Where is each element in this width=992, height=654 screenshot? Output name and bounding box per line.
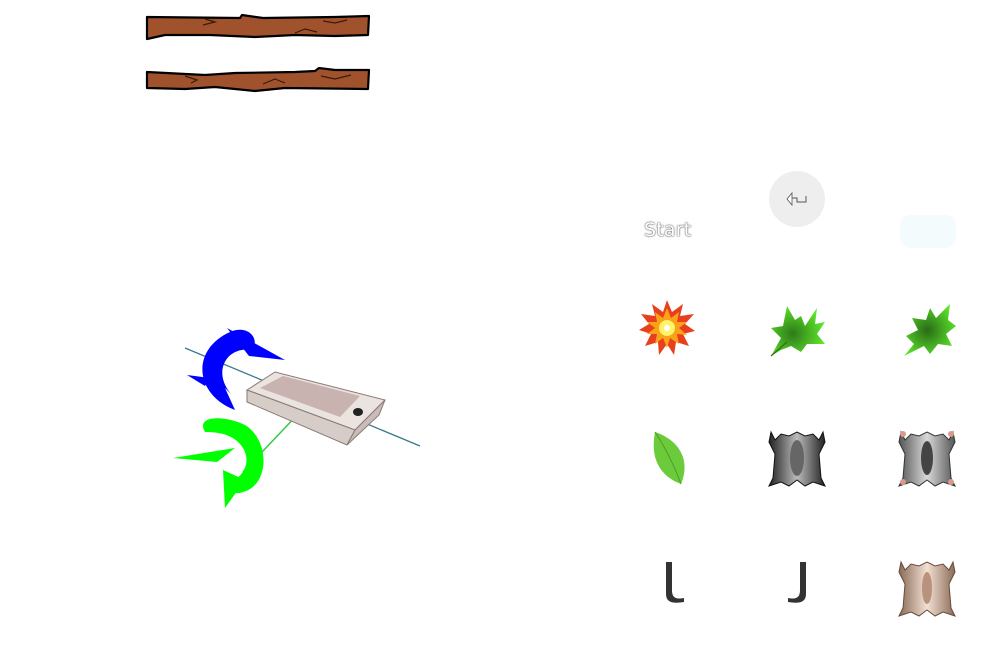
tile-flying-squirrel-gray[interactable] [897,428,957,488]
rotate-back-button[interactable] [769,171,825,227]
wooden-stick-bottom [145,67,371,93]
maple-leaf-icon [770,306,825,357]
explosion-icon [639,300,695,355]
rotate-left-icon [786,191,807,207]
flying-squirrel-dark-icon [768,430,826,487]
tile-leaf[interactable] [639,428,699,488]
hook-left-icon [666,562,684,603]
tile-flying-squirrel-dark[interactable] [767,428,827,488]
rotation-arrow-blue-icon [187,328,285,410]
rotation-arrow-green-icon [173,418,264,508]
flying-squirrel-tan-icon [898,560,956,617]
tile-hook-left[interactable] [652,558,712,618]
blank-button[interactable] [900,215,956,248]
tile-flying-squirrel-tan[interactable] [897,558,957,618]
tile-maple-leaf[interactable] [767,298,827,358]
wooden-stick-top [145,13,371,41]
hook-right-icon [788,562,806,603]
start-button[interactable]: Start [644,219,692,241]
tile-explosion[interactable] [637,298,697,358]
flying-squirrel-gray-icon [898,430,956,487]
maple-leaf-small-icon [904,304,956,356]
leaf-icon [653,431,685,485]
tile-hook-right[interactable] [770,558,830,618]
smartphone-icon [245,371,386,446]
tile-maple-leaf-small[interactable] [900,300,960,360]
phone-rotation-illustration [173,328,421,508]
